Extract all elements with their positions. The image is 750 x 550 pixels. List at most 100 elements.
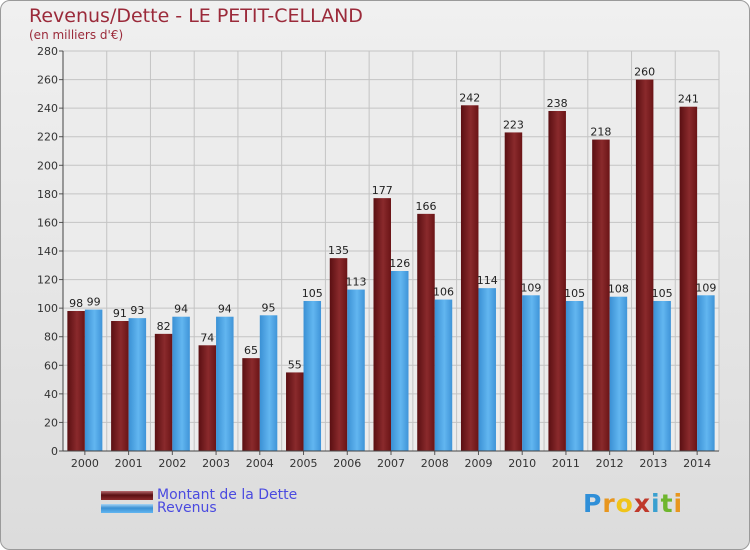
logo-letter: x: [633, 489, 651, 518]
bar-revenus: [172, 316, 190, 451]
x-tick-label: 2010: [508, 457, 536, 470]
bar-dette: [417, 213, 435, 451]
bar-dette: [154, 333, 173, 451]
bar-revenus: [303, 301, 322, 451]
bar-dette: [504, 132, 523, 451]
legend-swatch-debt: [101, 490, 153, 500]
x-tick-label: 2008: [421, 457, 449, 470]
y-tick-label: 120: [37, 274, 58, 287]
bar-revenus: [653, 301, 671, 451]
data-label: 218: [590, 126, 611, 139]
logo-letter: t: [660, 489, 674, 518]
data-label: 238: [547, 97, 568, 110]
x-tick-label: 2003: [202, 457, 230, 470]
proxiti-logo: Proxiti: [583, 489, 683, 518]
bar-dette: [67, 311, 85, 451]
data-label: 105: [302, 287, 323, 300]
x-tick-label: 2013: [639, 457, 667, 470]
x-tick-label: 2000: [71, 457, 99, 470]
bar-dette: [198, 345, 217, 451]
bar-dette: [592, 139, 610, 452]
x-tick-label: 2014: [683, 457, 711, 470]
bar-dette: [111, 321, 129, 451]
x-tick-label: 2002: [158, 457, 186, 470]
data-label: 260: [634, 66, 655, 79]
x-tick-label: 2006: [333, 457, 361, 470]
bar-revenus: [478, 288, 496, 451]
data-label: 94: [174, 303, 188, 316]
y-tick-label: 160: [37, 216, 58, 229]
x-tick-label: 2011: [552, 457, 580, 470]
bar-dette: [329, 258, 348, 451]
bar-revenus: [565, 301, 584, 451]
data-label: 105: [652, 287, 673, 300]
y-tick-label: 20: [44, 416, 58, 429]
data-label: 177: [372, 184, 393, 197]
bar-revenus: [697, 295, 715, 451]
bar-revenus: [609, 296, 628, 451]
data-label: 95: [262, 301, 276, 314]
y-tick-label: 0: [51, 445, 58, 458]
bar-revenus: [434, 299, 453, 451]
data-label: 94: [218, 303, 232, 316]
legend-item-debt: Montant de la Dette: [101, 487, 297, 503]
y-tick-label: 40: [44, 388, 58, 401]
data-label: 74: [200, 331, 214, 344]
logo-letter: i: [673, 489, 684, 518]
data-label: 65: [244, 344, 258, 357]
data-label: 242: [459, 91, 480, 104]
bar-revenus: [259, 315, 278, 451]
y-tick-label: 60: [44, 359, 58, 372]
bar-dette: [242, 358, 260, 451]
data-label: 106: [433, 286, 454, 299]
y-tick-label: 280: [37, 45, 58, 58]
data-label: 114: [477, 274, 498, 287]
logo-letter: i: [651, 489, 661, 518]
y-tick-label: 80: [44, 331, 58, 344]
x-tick-label: 2007: [377, 457, 405, 470]
bar-revenus: [391, 271, 409, 451]
data-label: 93: [130, 304, 144, 317]
bar-dette: [548, 111, 566, 451]
legend-label-revenus: Revenus: [157, 500, 217, 516]
chart-title: Revenus/Dette - LE PETIT-CELLAND: [29, 5, 363, 27]
bar-dette: [373, 198, 391, 451]
x-tick-label: 2004: [246, 457, 274, 470]
bar-revenus: [84, 309, 103, 451]
logo-letter: P: [583, 489, 603, 518]
data-label: 55: [288, 358, 302, 371]
x-tick-label: 2012: [596, 457, 624, 470]
x-tick-label: 2005: [290, 457, 318, 470]
data-label: 105: [564, 287, 585, 300]
data-label: 91: [113, 307, 127, 320]
y-tick-label: 200: [37, 159, 58, 172]
bar-revenus: [522, 295, 540, 451]
y-tick-label: 260: [37, 74, 58, 87]
bar-dette: [286, 372, 304, 451]
logo-letter: o: [615, 489, 634, 518]
legend-swatch-revenus: [101, 503, 153, 513]
data-label: 109: [520, 281, 541, 294]
y-tick-label: 240: [37, 102, 58, 115]
data-label: 241: [678, 93, 699, 106]
chart-subtitle: (en milliers d'€): [29, 28, 124, 42]
y-tick-label: 140: [37, 245, 58, 258]
y-tick-label: 100: [37, 302, 58, 315]
bar-dette: [679, 106, 698, 451]
data-label: 223: [503, 118, 524, 131]
bar-dette: [460, 105, 479, 452]
y-tick-label: 180: [37, 188, 58, 201]
data-label: 99: [87, 296, 101, 309]
legend-label-debt: Montant de la Dette: [157, 487, 298, 503]
data-label: 135: [328, 244, 349, 257]
legend-item-revenus: Revenus: [101, 500, 217, 516]
data-label: 82: [157, 320, 171, 333]
x-tick-label: 2009: [464, 457, 492, 470]
data-label: 108: [608, 283, 629, 296]
bar-dette: [635, 79, 654, 452]
y-tick-label: 220: [37, 131, 58, 144]
data-label: 126: [389, 257, 410, 270]
bar-revenus: [216, 316, 234, 451]
